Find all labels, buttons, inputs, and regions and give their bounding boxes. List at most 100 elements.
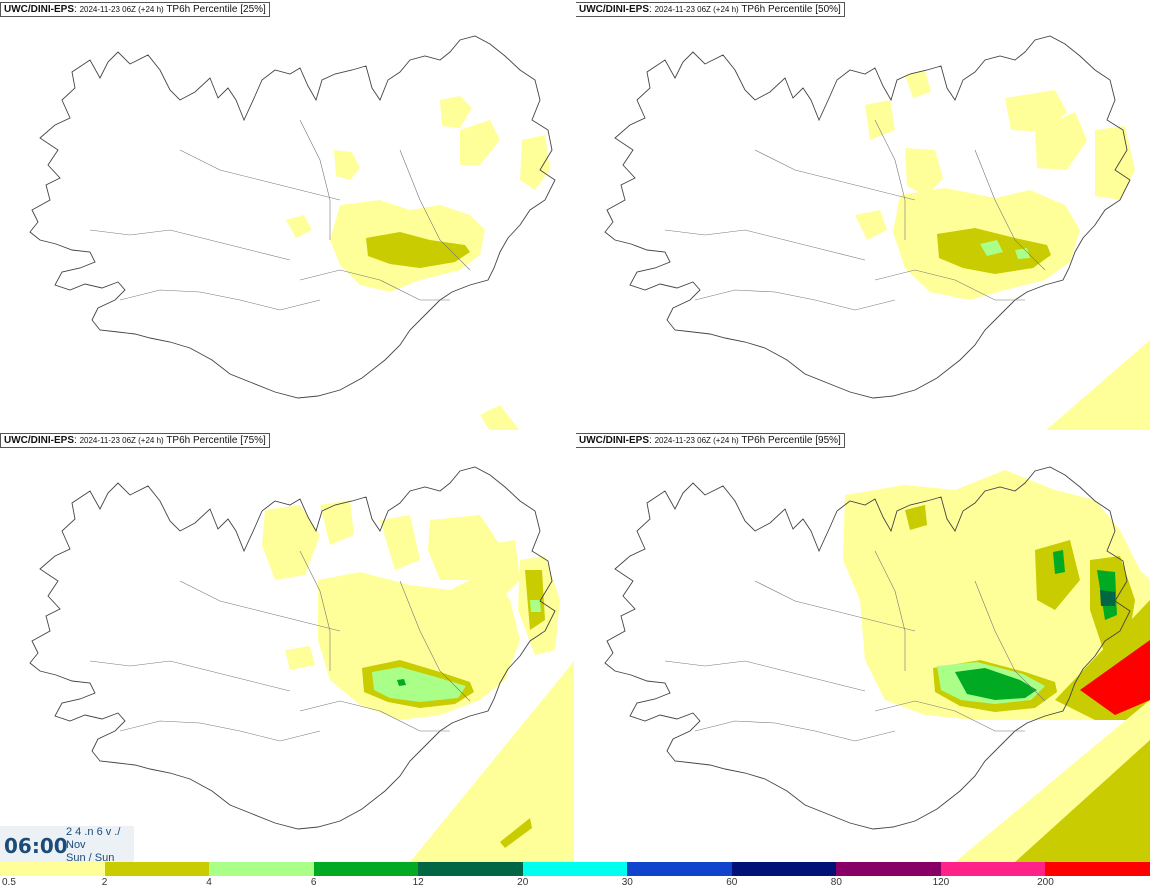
colorbar-label: 80 bbox=[830, 877, 842, 888]
precip-area-light bbox=[460, 120, 500, 165]
colorbar-segment bbox=[522, 862, 628, 876]
map-panel-p25: UWC/DINI-EPS: 2024-11-23 06Z (+24 h) TP6… bbox=[0, 0, 575, 431]
precip-area-light bbox=[1095, 126, 1135, 200]
valid-time-box: 06:00 2 4 .n 6 v ./ Nov Sun / Sun bbox=[0, 826, 134, 865]
colorbar-label: 120 bbox=[932, 877, 950, 888]
colorbar-label: 20 bbox=[517, 877, 529, 888]
road-line bbox=[179, 580, 341, 632]
coastline bbox=[604, 466, 1131, 830]
precip-area-light bbox=[320, 500, 354, 545]
precip-area-light bbox=[520, 135, 550, 190]
road-line bbox=[179, 149, 341, 201]
road-line bbox=[299, 119, 331, 240]
panel-date: 2024-11-23 06Z (+24 h) bbox=[79, 5, 164, 14]
precip-area-light bbox=[843, 470, 1150, 720]
map-panel-p75: UWC/DINI-EPS: 2024-11-23 06Z (+24 h) TP6… bbox=[0, 431, 575, 862]
coastline bbox=[604, 35, 1131, 399]
precip-area-light bbox=[285, 646, 315, 670]
horizontal-divider bbox=[0, 430, 1150, 432]
map-canvas-p50 bbox=[604, 35, 1150, 431]
precip-area-moderate bbox=[905, 505, 927, 530]
valid-date-line3: Sun / Sun bbox=[66, 852, 115, 864]
colorbar-segment bbox=[940, 862, 1046, 876]
colorbar-segment bbox=[731, 862, 837, 876]
road-line bbox=[874, 550, 906, 671]
precip-area-light bbox=[865, 100, 895, 140]
precip-area-heavy bbox=[1015, 248, 1030, 259]
precip-area-light bbox=[1045, 340, 1150, 431]
colorbar-segment bbox=[209, 862, 314, 876]
precip-area-moderate bbox=[1015, 740, 1150, 862]
base-map bbox=[604, 466, 1131, 830]
panel-model: UWC/DINI-EPS bbox=[4, 4, 74, 15]
road-line bbox=[694, 289, 896, 311]
road-line bbox=[874, 700, 1025, 732]
panel-date: 2024-11-23 06Z (+24 h) bbox=[79, 436, 164, 445]
valid-date-line2: Nov bbox=[66, 839, 86, 851]
precip-area-light bbox=[1035, 112, 1087, 170]
precip-colorbar-labels: 0.5 2 4 6 12 20 30 60 80 120 200 bbox=[0, 877, 1150, 891]
road-line bbox=[299, 269, 450, 301]
colorbar-segment bbox=[418, 862, 523, 876]
precip-area-light bbox=[334, 150, 360, 180]
precip-area-moderate bbox=[500, 818, 532, 848]
panel-title-p25: UWC/DINI-EPS: 2024-11-23 06Z (+24 h) TP6… bbox=[0, 2, 270, 17]
panel-model: UWC/DINI-EPS bbox=[579, 435, 649, 446]
coastline bbox=[29, 466, 556, 830]
panel-title-p75: UWC/DINI-EPS: 2024-11-23 06Z (+24 h) TP6… bbox=[0, 433, 270, 448]
colorbar-label: 200 bbox=[1037, 877, 1054, 888]
coastline bbox=[29, 35, 556, 399]
valid-date-line1: 2 4 .n 6 v ./ bbox=[66, 826, 121, 838]
road-line bbox=[399, 149, 471, 271]
road-line bbox=[119, 289, 321, 311]
precip-area-light bbox=[428, 515, 500, 580]
panel-title-p50: UWC/DINI-EPS: 2024-11-23 06Z (+24 h) TP6… bbox=[575, 2, 845, 17]
precip-area-light bbox=[855, 210, 887, 240]
precip-area-heavy bbox=[530, 600, 541, 612]
precip-area-light bbox=[410, 660, 575, 862]
panel-label: TP6h Percentile [95%] bbox=[741, 435, 841, 446]
precip-area-light bbox=[905, 70, 931, 98]
precip-area-heavy bbox=[372, 667, 466, 702]
colorbar-label: 60 bbox=[726, 877, 738, 888]
colorbar-label: 4 bbox=[206, 877, 212, 888]
colorbar-segment bbox=[0, 862, 105, 876]
colorbar-segment bbox=[313, 862, 419, 876]
road-line bbox=[754, 149, 916, 201]
road-line bbox=[89, 660, 291, 692]
precip-area-moderate bbox=[1035, 540, 1080, 610]
valid-time: 06:00 bbox=[4, 834, 68, 858]
precip-area-light bbox=[380, 515, 420, 570]
map-canvas-p25 bbox=[29, 35, 556, 431]
colorbar-segment bbox=[836, 862, 941, 876]
road-line bbox=[874, 269, 1025, 301]
panel-model: UWC/DINI-EPS bbox=[4, 435, 74, 446]
precip-area-extreme bbox=[1100, 590, 1115, 606]
colorbar-segment bbox=[627, 862, 732, 876]
panel-date: 2024-11-23 06Z (+24 h) bbox=[654, 5, 739, 14]
precip-area-light bbox=[480, 405, 520, 431]
colorbar-label: 12 bbox=[412, 877, 424, 888]
precip-area-intense bbox=[1053, 550, 1065, 574]
colorbar-segment bbox=[104, 862, 210, 876]
road-line bbox=[754, 580, 916, 632]
valid-date: 2 4 .n 6 v ./ Nov Sun / Sun bbox=[66, 826, 120, 865]
precip-area-intense bbox=[397, 679, 406, 686]
precip-area-light bbox=[286, 215, 312, 238]
panel-model: UWC/DINI-EPS bbox=[579, 4, 649, 15]
road-line bbox=[299, 700, 450, 732]
base-map bbox=[29, 466, 556, 830]
panel-label: TP6h Percentile [50%] bbox=[741, 4, 841, 15]
colorbar-label: 30 bbox=[621, 877, 633, 888]
map-panel-p95: UWC/DINI-EPS: 2024-11-23 06Z (+24 h) TP6… bbox=[575, 431, 1150, 862]
precip-area-light bbox=[1005, 90, 1067, 132]
map-canvas-p95 bbox=[604, 466, 1150, 862]
precip-area-moderate bbox=[366, 232, 470, 268]
precip-area-light bbox=[262, 505, 320, 580]
panel-label: TP6h Percentile [75%] bbox=[166, 435, 266, 446]
colorbar-label: 6 bbox=[310, 877, 317, 888]
precip-area-max bbox=[1080, 640, 1150, 715]
road-line bbox=[974, 149, 1046, 271]
colorbar-segment bbox=[1045, 862, 1150, 876]
road-line bbox=[664, 229, 866, 261]
